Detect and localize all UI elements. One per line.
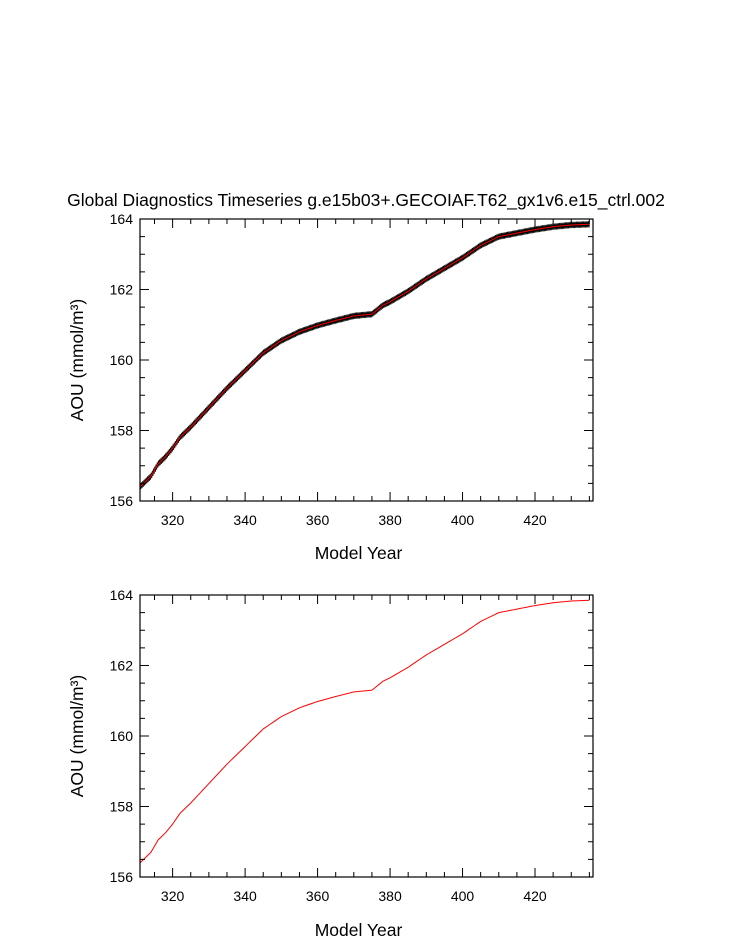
y-tick-label: 158 (110, 423, 134, 439)
x-tick-label: 340 (233, 512, 257, 528)
series-line-1-2 (139, 223, 590, 488)
y-tick-label: 164 (110, 211, 134, 227)
x-tick-label: 420 (523, 888, 547, 904)
x-tick-label: 380 (378, 512, 402, 528)
y-tick-label: 160 (110, 352, 134, 368)
chart-title: Global Diagnostics Timeseries g.e15b03+.… (67, 190, 665, 211)
y-tick-label: 162 (110, 282, 134, 298)
x-tick-label: 420 (523, 512, 547, 528)
x-tick-label: 360 (306, 512, 330, 528)
series-line-1-1 (139, 221, 590, 490)
plot-frame-1 (139, 218, 594, 502)
x-tick-label: 400 (451, 512, 475, 528)
x-tick-label: 340 (233, 888, 257, 904)
y-tick-label: 162 (110, 658, 134, 674)
y-axis-label: AOU (mmol/m³) (67, 675, 87, 797)
y-tick-label: 156 (110, 869, 134, 885)
x-tick-label: 380 (378, 888, 402, 904)
x-tick-label: 400 (451, 888, 475, 904)
x-tick-label: 320 (161, 888, 185, 904)
x-axis-label: Model Year (315, 920, 403, 940)
series-line-2-1 (139, 599, 590, 864)
y-tick-label: 158 (110, 799, 134, 815)
x-tick-label: 360 (306, 888, 330, 904)
y-axis-label: AOU (mmol/m³) (67, 299, 87, 421)
x-axis-label: Model Year (315, 543, 403, 563)
y-tick-label: 156 (110, 493, 134, 509)
y-tick-label: 160 (110, 728, 134, 744)
plot-frame-2 (139, 594, 594, 878)
x-tick-label: 320 (161, 512, 185, 528)
y-tick-label: 164 (110, 587, 134, 603)
